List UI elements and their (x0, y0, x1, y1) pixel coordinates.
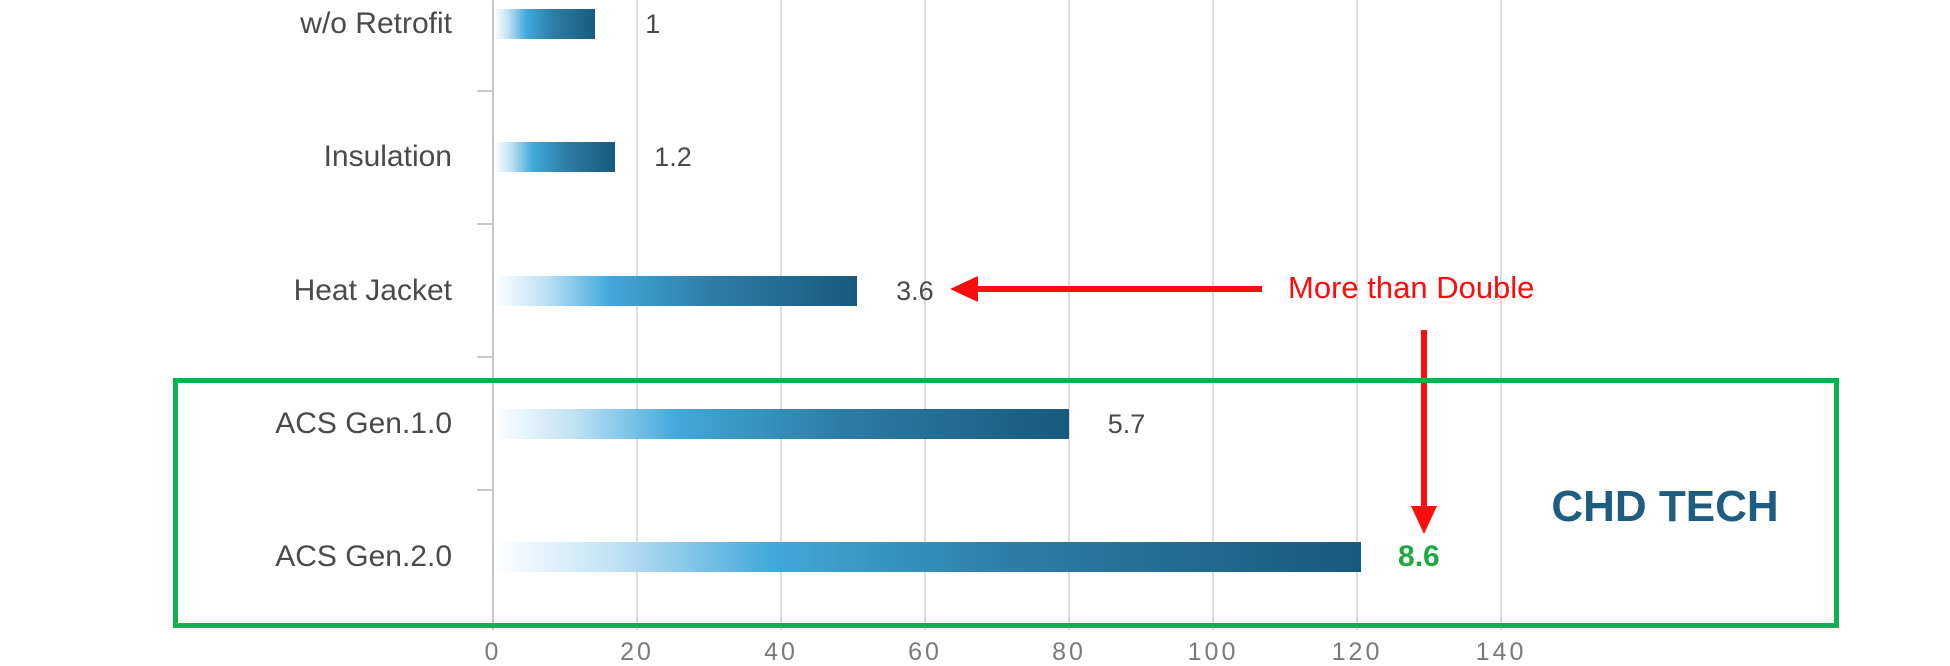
bar (494, 9, 595, 39)
x-axis-tick-label: 0 (484, 638, 502, 666)
value-label: 5.7 (1107, 408, 1146, 439)
gridline (636, 0, 638, 630)
bar (494, 542, 1361, 572)
category-label: Heat Jacket (293, 273, 452, 307)
y-axis-tick (477, 222, 493, 225)
value-label: 1.2 (654, 142, 692, 173)
y-axis-tick (477, 89, 493, 92)
value-label: 8.6 (1398, 540, 1440, 573)
x-axis-tick-label: 120 (1331, 638, 1383, 666)
bar (494, 142, 615, 173)
highlight-box (173, 378, 1839, 628)
gridline (1356, 0, 1358, 630)
x-axis-tick-label: 40 (764, 638, 798, 666)
bar (494, 408, 1069, 439)
y-axis-line (492, 0, 494, 630)
red-arrow-left-head-icon (950, 276, 978, 302)
y-axis-tick (477, 489, 493, 492)
gridline (780, 0, 782, 630)
x-axis-tick-label: 100 (1187, 638, 1239, 666)
gridline (924, 0, 926, 630)
value-label: 3.6 (896, 275, 934, 306)
x-axis-tick-label: 80 (1052, 638, 1086, 666)
x-axis-tick-label: 140 (1475, 638, 1527, 666)
gridline (1068, 0, 1070, 630)
category-label: w/o Retrofit (300, 7, 452, 40)
x-axis-tick-label: 20 (620, 638, 654, 666)
category-label: Insulation (323, 140, 452, 174)
y-axis-tick (477, 356, 493, 359)
chd-tech-label: CHD TECH (1551, 482, 1779, 531)
red-arrow-down-head-icon (1411, 506, 1437, 534)
gridline (1500, 0, 1502, 630)
category-label: ACS Gen.1.0 (275, 406, 452, 440)
gridline (1212, 0, 1214, 630)
bar (494, 275, 857, 306)
red-arrow-horizontal-line (976, 286, 1262, 292)
annotation-more-than-double: More than Double (1288, 270, 1535, 305)
value-label: 1 (645, 9, 661, 39)
category-label: ACS Gen.2.0 (275, 540, 452, 573)
x-axis-tick-label: 60 (908, 638, 942, 666)
red-arrow-vertical-line (1421, 330, 1427, 508)
